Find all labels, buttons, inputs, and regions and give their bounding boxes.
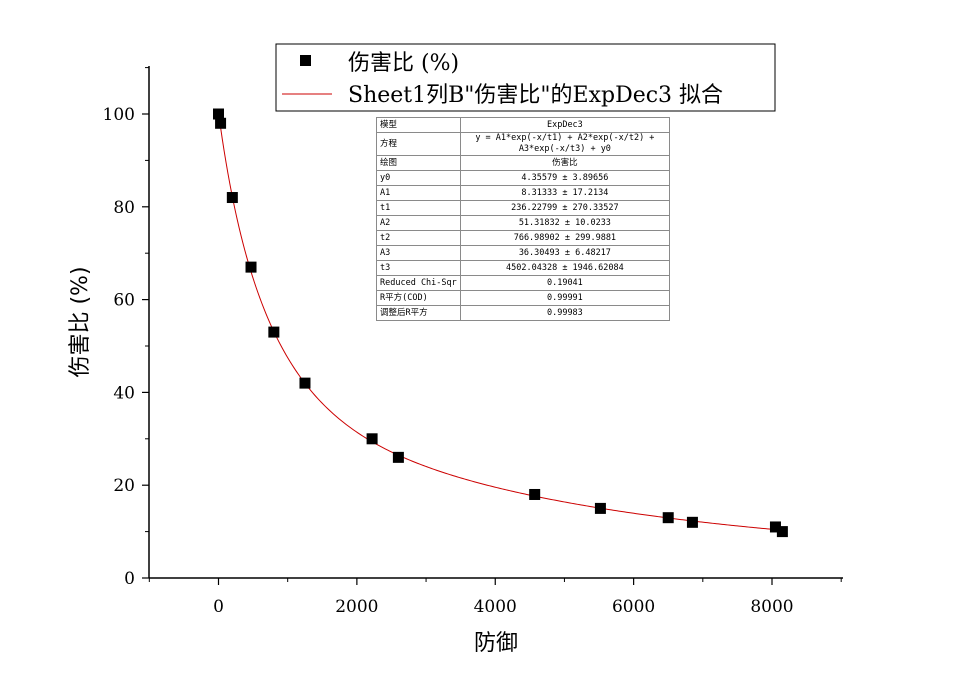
fit-table-row: R平方(COD) 0.99991 bbox=[376, 290, 671, 306]
fit-table-row: 调整后R平方 0.99983 bbox=[376, 305, 671, 321]
legend: 伤害比 (%) Sheet1列B"伤害比"的ExpDec3 拟合 bbox=[275, 43, 776, 112]
data-points bbox=[213, 108, 788, 538]
y-tick-label: 100 bbox=[103, 105, 135, 125]
data-point bbox=[529, 488, 541, 500]
x-tick-label: 2000 bbox=[335, 597, 378, 617]
data-point bbox=[245, 261, 257, 273]
y-tick-label: 0 bbox=[124, 569, 135, 589]
fit-table-row: t1 236.22799 ± 270.33527 bbox=[376, 200, 671, 216]
fit-table-label: 调整后R平方 bbox=[376, 305, 461, 321]
data-point bbox=[268, 326, 280, 338]
fit-results-table: 模型 ExpDec3 方程 y = A1*exp(-x/t1) + A2*exp(-x… bbox=[376, 117, 671, 321]
legend-item-fit: Sheet1列B"伤害比"的ExpDec3 拟合 bbox=[348, 83, 723, 108]
data-point bbox=[769, 521, 781, 533]
x-tick-label: 0 bbox=[213, 597, 224, 617]
y-tick-label: 80 bbox=[113, 198, 135, 218]
fit-table-value: 236.22799 ± 270.33527 bbox=[459, 200, 671, 216]
fit-table-label: 方程 bbox=[376, 132, 461, 156]
x-tick-label: 6000 bbox=[612, 597, 655, 617]
fit-table-label: y0 bbox=[376, 170, 461, 186]
fit-table-label: Reduced Chi-Sqr bbox=[376, 275, 461, 291]
legend-box bbox=[275, 43, 776, 112]
fit-table-row: y0 4.35579 ± 3.89656 bbox=[376, 170, 671, 186]
fit-table-row: A3 36.30493 ± 6.48217 bbox=[376, 245, 671, 261]
data-point bbox=[213, 108, 224, 120]
x-tick-label: 8000 bbox=[750, 597, 793, 617]
fit-table-label: t1 bbox=[376, 200, 461, 216]
fit-table-value: 0.99983 bbox=[459, 305, 671, 321]
fit-table-label: R平方(COD) bbox=[376, 290, 461, 306]
fit-table-value: 4.35579 ± 3.89656 bbox=[459, 170, 671, 186]
y-tick-label: 20 bbox=[113, 476, 135, 496]
fit-table-value: y = A1*exp(-x/t1) + A2*exp(-x/t2) + A3*e… bbox=[459, 132, 671, 156]
data-point bbox=[299, 377, 311, 389]
fit-table-value: ExpDec3 bbox=[459, 117, 671, 133]
fit-table-value: 766.98902 ± 299.9881 bbox=[459, 230, 671, 246]
fit-table-label: A3 bbox=[376, 245, 461, 261]
fit-table-row: Reduced Chi-Sqr 0.19041 bbox=[376, 275, 671, 291]
fit-table-row: 模型 ExpDec3 bbox=[376, 117, 671, 133]
fit-table-row: A2 51.31832 ± 10.0233 bbox=[376, 215, 671, 231]
data-point bbox=[662, 512, 674, 524]
fit-table-label: t2 bbox=[376, 230, 461, 246]
fit-table-row: t2 766.98902 ± 299.9881 bbox=[376, 230, 671, 246]
legend-marker-square bbox=[300, 55, 311, 66]
fit-table-row: 绘图 伤害比 bbox=[376, 155, 671, 171]
data-point bbox=[776, 526, 788, 538]
fit-table-value: 36.30493 ± 6.48217 bbox=[459, 245, 671, 261]
fit-table-label: A2 bbox=[376, 215, 461, 231]
plot-frame bbox=[148, 66, 843, 579]
fit-table-value: 0.99991 bbox=[459, 290, 671, 306]
fit-table-value: 伤害比 bbox=[459, 155, 671, 171]
fit-table-value: 51.31832 ± 10.0233 bbox=[459, 215, 671, 231]
legend-item-data: 伤害比 (%) bbox=[348, 51, 459, 76]
fit-table-value: 8.31333 ± 17.2134 bbox=[459, 185, 671, 201]
y-tick-label: 40 bbox=[113, 383, 135, 403]
fit-table-label: t3 bbox=[376, 260, 461, 276]
y-tick-label: 60 bbox=[113, 291, 135, 311]
data-point bbox=[392, 451, 404, 463]
fit-table-label: A1 bbox=[376, 185, 461, 201]
x-axis-title: 防御 bbox=[474, 631, 518, 656]
fit-table-row: t3 4502.04328 ± 1946.62084 bbox=[376, 260, 671, 276]
data-point bbox=[686, 516, 698, 528]
data-point bbox=[226, 192, 238, 204]
y-ticks: 0 20 40 60 80 100 bbox=[103, 67, 149, 589]
fit-table-value: 4502.04328 ± 1946.62084 bbox=[459, 260, 671, 276]
data-point bbox=[594, 502, 606, 514]
x-tick-label: 4000 bbox=[474, 597, 517, 617]
x-ticks: 0 2000 4000 6000 8000 bbox=[148, 578, 842, 617]
fit-table-label: 模型 bbox=[376, 117, 461, 133]
data-point bbox=[366, 433, 378, 445]
y-axis-title: 伤害比 (%) bbox=[68, 266, 93, 377]
fit-table-row: A1 8.31333 ± 17.2134 bbox=[376, 185, 671, 201]
fit-table-value: 0.19041 bbox=[459, 275, 671, 291]
data-point bbox=[215, 117, 227, 129]
fit-table-label: 绘图 bbox=[376, 155, 461, 171]
fit-table-row: 方程 y = A1*exp(-x/t1) + A2*exp(-x/t2) + A3… bbox=[376, 132, 671, 156]
